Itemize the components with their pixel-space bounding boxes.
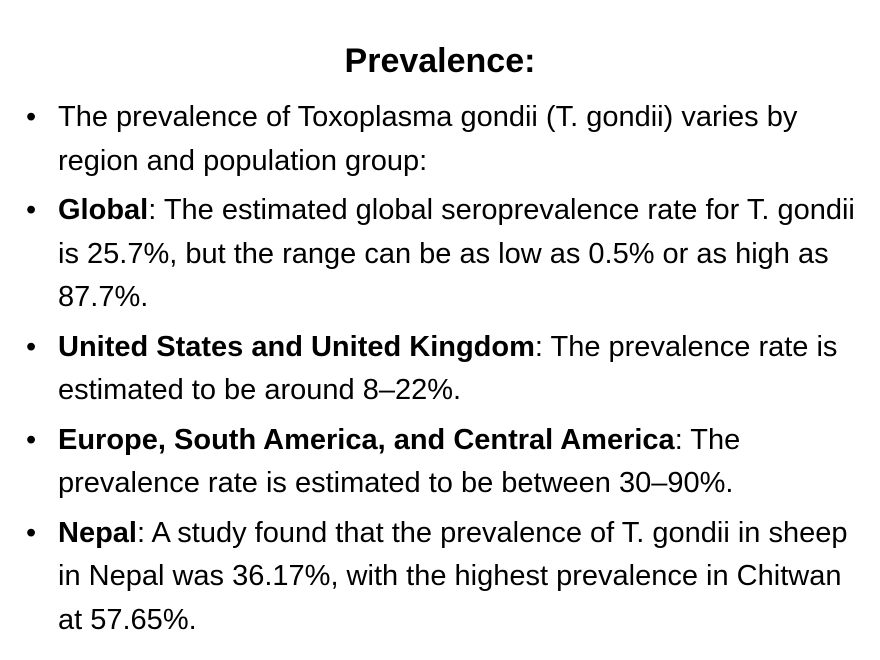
bullet-bold-term: Nepal [58,516,137,549]
bullet-text: : The prevalence rate is estimated to be… [58,330,838,407]
slide-title: Prevalence: [344,42,536,80]
bullet-bold-term: Europe, South America, and Central Ameri… [58,423,675,456]
bullet-dot-icon: • [26,516,37,549]
bullet-bold-term: United States and United Kingdom [58,330,535,363]
bullet-text: The prevalence of Toxoplasma gondii (T. … [58,101,798,177]
bullet-item-us-uk: • United States and United Kingdom: The … [24,326,860,413]
bullet-item-global: • Global: The estimated global seropreva… [24,189,860,320]
bullet-text: : The prevalence rate is estimated to be… [58,423,741,500]
bullet-item-intro: • The prevalence of Toxoplasma gondii (T… [24,96,860,183]
bullet-bold-term: Global [58,194,149,226]
bullet-item-europe-americas: • Europe, South America, and Central Ame… [24,419,860,506]
bullet-dot-icon: • [26,330,37,363]
bullet-text: : The estimated global seroprevalence ra… [58,194,855,313]
bullet-text: : A study found that the prevalence of T… [58,516,848,636]
bullet-dot-icon: • [26,423,37,456]
bullet-list: • The prevalence of Toxoplasma gondii (T… [24,96,860,648]
bullet-item-nepal: • Nepal: A study found that the prevalen… [24,512,860,643]
bullet-dot-icon: • [26,101,37,133]
bullet-dot-icon: • [26,194,37,226]
